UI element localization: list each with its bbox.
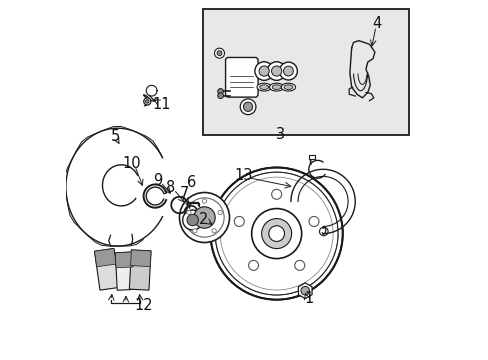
- Ellipse shape: [284, 85, 292, 89]
- Circle shape: [179, 193, 229, 243]
- Circle shape: [217, 51, 222, 56]
- Circle shape: [259, 66, 269, 76]
- Circle shape: [271, 66, 281, 76]
- Text: 8: 8: [166, 180, 175, 195]
- Polygon shape: [115, 252, 134, 290]
- Ellipse shape: [269, 83, 283, 91]
- Text: 3: 3: [275, 127, 284, 142]
- Circle shape: [215, 172, 337, 295]
- Polygon shape: [130, 250, 151, 267]
- Circle shape: [308, 216, 318, 226]
- Circle shape: [283, 66, 293, 76]
- Circle shape: [271, 189, 281, 199]
- Ellipse shape: [272, 85, 281, 89]
- Polygon shape: [94, 248, 116, 267]
- Circle shape: [217, 93, 223, 99]
- Circle shape: [251, 208, 301, 258]
- Text: 10: 10: [122, 156, 140, 171]
- Ellipse shape: [281, 83, 295, 91]
- Text: 13: 13: [234, 168, 252, 183]
- Bar: [308, 155, 315, 158]
- Text: 6: 6: [186, 175, 196, 190]
- Polygon shape: [115, 252, 133, 268]
- Circle shape: [186, 210, 191, 215]
- Ellipse shape: [259, 85, 268, 89]
- Circle shape: [183, 210, 203, 230]
- Circle shape: [267, 62, 285, 80]
- Polygon shape: [298, 283, 311, 298]
- Polygon shape: [94, 248, 119, 290]
- Bar: [203, 9, 408, 135]
- Circle shape: [184, 198, 224, 237]
- Circle shape: [217, 89, 223, 94]
- Circle shape: [202, 199, 206, 203]
- Circle shape: [261, 219, 291, 249]
- Circle shape: [145, 100, 149, 103]
- Circle shape: [212, 229, 216, 233]
- Circle shape: [210, 167, 342, 300]
- Circle shape: [193, 207, 215, 228]
- Text: 12: 12: [134, 298, 153, 313]
- Circle shape: [248, 260, 258, 270]
- Circle shape: [300, 287, 309, 295]
- Text: 9: 9: [152, 173, 162, 188]
- Circle shape: [240, 99, 255, 114]
- Circle shape: [214, 48, 224, 58]
- Circle shape: [192, 229, 197, 233]
- Text: 7: 7: [180, 186, 189, 201]
- Circle shape: [234, 216, 244, 226]
- Circle shape: [268, 226, 284, 242]
- Circle shape: [279, 62, 297, 80]
- Circle shape: [254, 62, 273, 80]
- Text: 1: 1: [304, 291, 313, 306]
- Polygon shape: [129, 250, 151, 290]
- Circle shape: [218, 210, 222, 215]
- Text: 4: 4: [372, 16, 381, 31]
- Text: 11: 11: [152, 97, 170, 112]
- Text: 5: 5: [110, 129, 120, 144]
- Circle shape: [186, 214, 198, 226]
- Ellipse shape: [257, 83, 271, 91]
- FancyBboxPatch shape: [225, 58, 258, 97]
- Circle shape: [143, 98, 151, 105]
- Text: 2: 2: [198, 212, 208, 227]
- Circle shape: [294, 260, 304, 270]
- Circle shape: [243, 102, 252, 111]
